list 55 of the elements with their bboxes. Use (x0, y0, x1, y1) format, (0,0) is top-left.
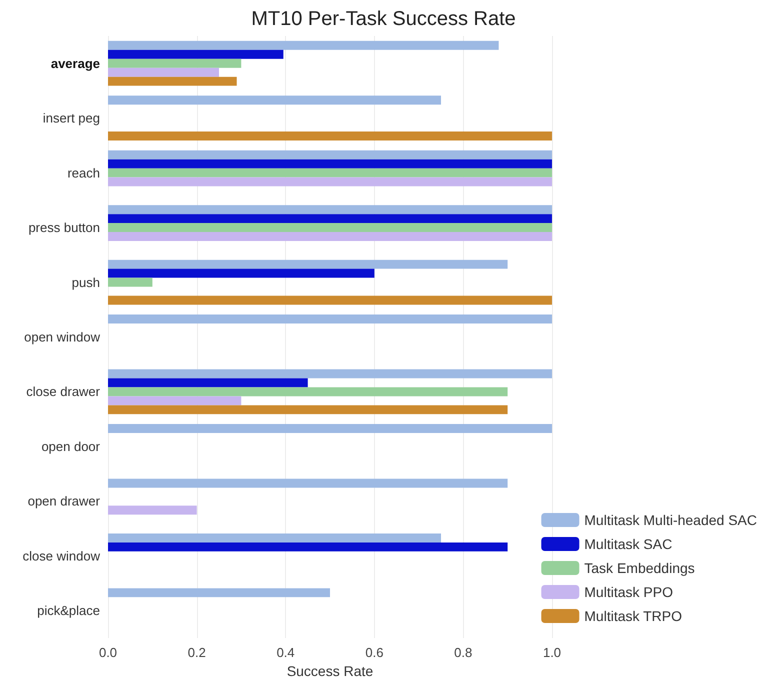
bar (108, 405, 508, 414)
chart-title: MT10 Per-Task Success Rate (251, 8, 516, 30)
x-tick-label: 0.6 (365, 645, 384, 660)
bar (108, 296, 552, 305)
bar (108, 159, 552, 168)
bar (108, 223, 552, 232)
y-tick-label: open door (41, 438, 101, 454)
x-axis-title: Success Rate (286, 662, 374, 679)
bar (108, 150, 552, 160)
bar (108, 232, 552, 242)
bar (108, 542, 508, 552)
y-tick-label: push (72, 274, 100, 290)
bar (108, 50, 284, 59)
bar (108, 40, 499, 50)
bar (108, 168, 552, 178)
bar (108, 387, 508, 396)
bar (108, 268, 374, 278)
x-tick-label: 0.0 (98, 645, 118, 660)
x-tick-label: 0.4 (276, 645, 295, 660)
legend-label: Multitask TRPO (584, 608, 682, 624)
y-tick-label: open drawer (28, 494, 101, 509)
y-tick-label: close drawer (26, 384, 101, 400)
bar (108, 205, 552, 214)
x-tick-label: 1.0 (542, 645, 562, 660)
legend-label: Multitask SAC (584, 536, 672, 552)
bar (108, 533, 441, 542)
legend-label: Multitask Multi-headed SAC (584, 512, 758, 528)
bar (108, 68, 219, 77)
y-tick-label: reach (67, 165, 100, 180)
bar (108, 424, 552, 433)
bar (108, 76, 237, 86)
bar (108, 314, 552, 324)
bar (108, 396, 242, 406)
bar (108, 260, 508, 269)
bar (108, 177, 552, 186)
y-tick-label: average (50, 56, 100, 71)
bar (108, 96, 441, 105)
legend-label: Multitask PPO (584, 584, 674, 600)
bar (108, 478, 508, 488)
bar (108, 132, 552, 141)
x-tick-label: 0.8 (454, 645, 472, 660)
y-tick-label: open window (24, 330, 101, 344)
bar (108, 378, 308, 388)
y-tick-label: press button (28, 220, 100, 236)
bar (108, 369, 552, 378)
bar (108, 506, 197, 515)
bar (108, 588, 330, 598)
y-tick-label: close window (22, 548, 101, 564)
bar (108, 58, 242, 68)
x-tick-label: 0.2 (188, 645, 206, 660)
y-tick-label: insert peg (42, 110, 100, 126)
y-tick-label: pick&place (37, 603, 100, 618)
bar (108, 214, 552, 224)
bar (108, 278, 152, 287)
legend-label: Task Embeddings (584, 560, 695, 576)
